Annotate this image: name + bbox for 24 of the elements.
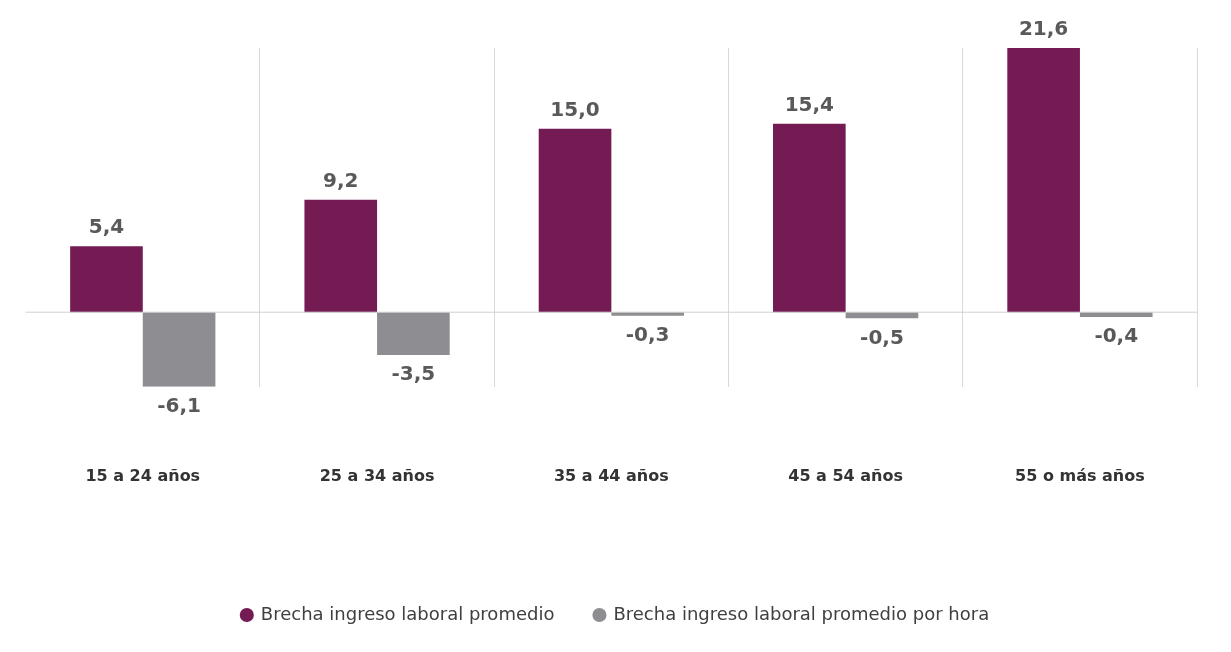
data-label: 15,4: [784, 92, 835, 117]
bar: [377, 312, 450, 355]
x-tick-label: 25 a 34 años: [319, 465, 435, 485]
data-label: 9,2: [323, 167, 359, 192]
legend-label: Brecha ingreso laboral promedio por hora: [613, 602, 990, 624]
x-tick-label: 15 a 24 años: [85, 465, 201, 485]
data-label: -0,5: [860, 324, 904, 349]
data-label: -6,1: [157, 393, 201, 417]
bar: [538, 128, 612, 313]
data-label: 5,4: [88, 214, 125, 239]
data-label: -0,4: [1094, 323, 1139, 348]
bar: [1007, 48, 1080, 313]
x-tick-label: 55 o más años: [1015, 465, 1145, 485]
data-label: -3,5: [391, 361, 436, 386]
bar: [70, 246, 143, 313]
bar: [773, 123, 846, 313]
data-label: 15,0: [550, 96, 600, 121]
legend-label: Brecha ingreso laboral promedio: [260, 602, 555, 624]
x-tick-label: 45 a 54 años: [788, 465, 904, 485]
data-label: 21,6: [1018, 16, 1069, 41]
bar: [142, 312, 216, 387]
bar: [304, 199, 378, 313]
x-tick-label: 35 a 44 años: [553, 465, 669, 485]
data-label: -0,3: [625, 322, 670, 347]
